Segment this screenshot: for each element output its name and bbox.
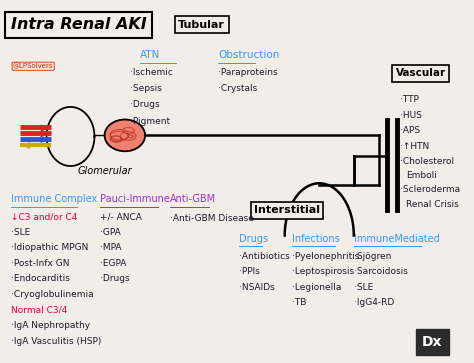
Text: ·Antibiotics: ·Antibiotics — [238, 252, 290, 261]
Text: Obstruction: Obstruction — [218, 50, 279, 60]
Text: Anti-GBM: Anti-GBM — [170, 194, 216, 204]
Text: @LPSolvers: @LPSolvers — [13, 63, 54, 69]
Text: ·Paraproteins: ·Paraproteins — [218, 68, 278, 77]
Text: Glomerular: Glomerular — [78, 166, 132, 176]
Text: Renal Crisis: Renal Crisis — [406, 200, 459, 208]
Text: ·Pigment: ·Pigment — [130, 117, 171, 126]
Text: Infections: Infections — [292, 234, 339, 244]
Text: ·Endocarditis: ·Endocarditis — [10, 274, 70, 283]
Text: Emboli: Emboli — [406, 171, 437, 180]
Text: ·Sarcoidosis: ·Sarcoidosis — [354, 267, 408, 276]
Text: Drugs: Drugs — [238, 234, 268, 244]
Text: ·Idiopathic MPGN: ·Idiopathic MPGN — [10, 243, 88, 252]
Text: ·GPA: ·GPA — [100, 228, 121, 237]
Text: ·Crystals: ·Crystals — [218, 84, 257, 93]
Text: ·IgA Vasculitis (HSP): ·IgA Vasculitis (HSP) — [10, 337, 101, 346]
Text: ImmuneMediated: ImmuneMediated — [354, 234, 439, 244]
Text: ·Anti-GBM Disease: ·Anti-GBM Disease — [170, 214, 254, 223]
Text: ·Drugs: ·Drugs — [130, 101, 160, 110]
Text: Dx: Dx — [422, 335, 442, 349]
Text: ·Pyelonephritis: ·Pyelonephritis — [292, 252, 359, 261]
Text: ·Drugs: ·Drugs — [100, 274, 130, 283]
Text: Normal C3/4: Normal C3/4 — [10, 306, 67, 315]
Text: ·↑HTN: ·↑HTN — [400, 142, 429, 151]
Text: ·IgG4-RD: ·IgG4-RD — [354, 298, 394, 307]
Text: Tubular: Tubular — [178, 20, 225, 30]
Text: ATN: ATN — [140, 50, 160, 60]
Text: ·EGPA: ·EGPA — [100, 258, 127, 268]
Text: ·TB: ·TB — [292, 298, 306, 307]
Text: ·Scleroderma: ·Scleroderma — [400, 185, 460, 194]
Text: ·NSAIDs: ·NSAIDs — [238, 283, 274, 292]
Text: ·Ischemic: ·Ischemic — [130, 68, 173, 77]
Text: Pauci-Immune: Pauci-Immune — [100, 194, 170, 204]
Text: ·Legionella: ·Legionella — [292, 283, 341, 292]
Text: Intra Renal AKI: Intra Renal AKI — [10, 17, 146, 32]
Text: ·Sepsis: ·Sepsis — [130, 84, 162, 93]
Text: ↓C3 and/or C4: ↓C3 and/or C4 — [10, 212, 77, 221]
Text: ·Leptospirosis: ·Leptospirosis — [292, 267, 354, 276]
Circle shape — [105, 119, 145, 151]
Text: ·PPIs: ·PPIs — [238, 267, 260, 276]
Text: ·TTP: ·TTP — [400, 95, 419, 104]
Text: ·Sjögren: ·Sjögren — [354, 252, 391, 261]
Text: ·Cryoglobulinemia: ·Cryoglobulinemia — [10, 290, 93, 298]
Text: ·HUS: ·HUS — [400, 111, 422, 119]
Text: +/- ANCA: +/- ANCA — [100, 212, 142, 221]
Text: ·Cholesterol: ·Cholesterol — [400, 157, 454, 166]
Text: Immune Complex: Immune Complex — [10, 194, 97, 204]
Text: Interstitial: Interstitial — [254, 205, 320, 215]
Text: ·SLE: ·SLE — [10, 228, 30, 237]
Text: Vascular: Vascular — [396, 69, 446, 78]
Text: ·MPA: ·MPA — [100, 243, 122, 252]
Text: ·Post-Infx GN: ·Post-Infx GN — [10, 258, 69, 268]
Text: ·SLE: ·SLE — [354, 283, 373, 292]
Text: ·APS: ·APS — [400, 126, 420, 135]
Text: ·IgA Nephropathy: ·IgA Nephropathy — [10, 321, 90, 330]
